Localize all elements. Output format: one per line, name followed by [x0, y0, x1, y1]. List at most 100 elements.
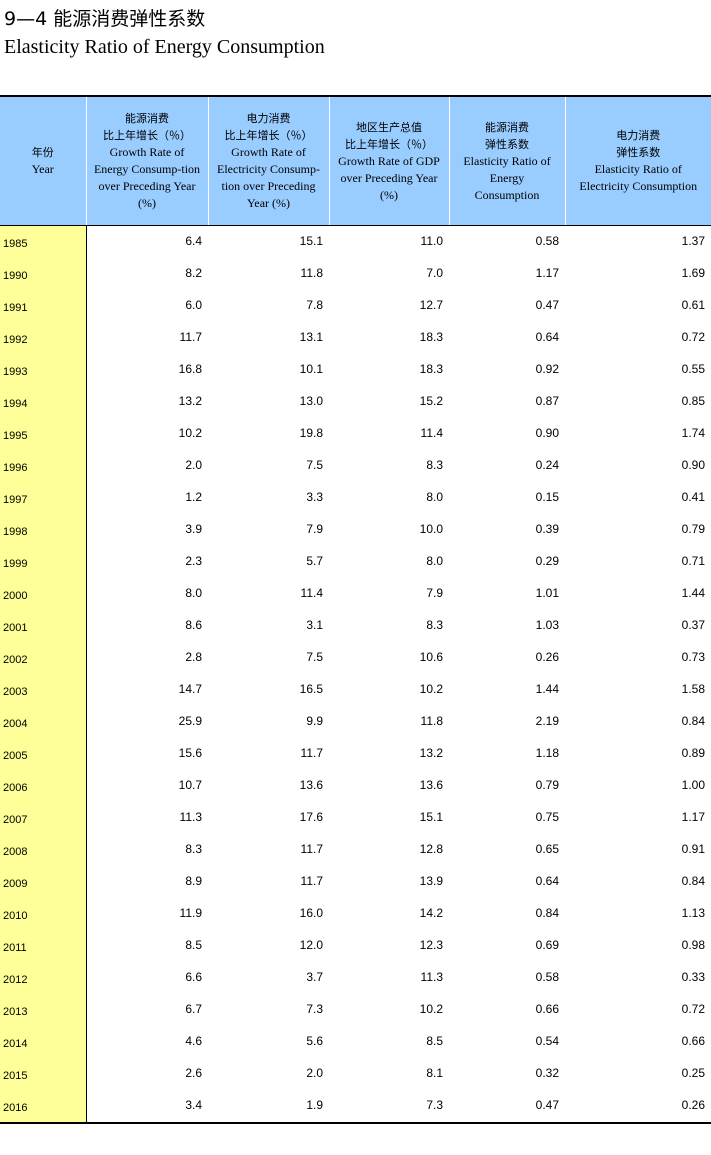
energy-elasticity-cell: 0.90 — [449, 418, 565, 450]
table-row: 1995 10.2 19.8 11.4 0.90 1.74 — [0, 418, 711, 450]
year-cell: 1996 — [0, 450, 87, 482]
column-header-energy-elasticity: 能源消费 弹性系数 Elasticity Ratio of Energy Consump… — [448, 96, 565, 226]
gdp-growth-cell: 15.1 — [329, 802, 449, 834]
cell-value: 0.75 — [535, 810, 559, 824]
gdp-growth-cell: 8.0 — [329, 482, 449, 514]
year-cell: 1993 — [0, 354, 87, 386]
cell-value: 1.44 — [681, 586, 705, 600]
cell-value: 7.3 — [306, 1002, 323, 1016]
cell-value: 11.7 — [300, 746, 323, 760]
electricity-elasticity-cell: 0.66 — [565, 1026, 711, 1058]
cell-value: 0.64 — [535, 874, 559, 888]
electricity-elasticity-cell: 0.98 — [565, 930, 711, 962]
cell-value: 8.0 — [426, 490, 443, 504]
cell-value: 16.8 — [178, 362, 202, 376]
cell-value: 1.13 — [681, 906, 705, 920]
energy-elasticity-cell: 0.65 — [449, 834, 565, 866]
cell-value: 11.0 — [420, 234, 443, 248]
cell-value: 1.17 — [681, 810, 705, 824]
cell-value: 0.26 — [681, 1098, 705, 1112]
electricity-growth-cell: 9.9 — [208, 706, 329, 738]
energy-growth-cell: 25.9 — [86, 706, 208, 738]
cell-value: 1.00 — [681, 778, 705, 792]
cell-value: 1.58 — [681, 682, 705, 696]
gdp-growth-cell: 15.2 — [329, 386, 449, 418]
electricity-growth-cell: 17.6 — [208, 802, 329, 834]
cell-value: 2000 — [3, 590, 28, 602]
cell-value: 18.3 — [419, 362, 443, 376]
cell-value: 0.41 — [681, 490, 705, 504]
column-header-cn-line: 弹性系数 — [616, 146, 661, 159]
year-cell: 1990 — [0, 258, 87, 290]
cell-value: 8.1 — [426, 1066, 443, 1080]
electricity-elasticity-cell: 0.61 — [565, 290, 711, 322]
energy-elasticity-cell: 0.75 — [449, 802, 565, 834]
cell-value: 1991 — [3, 302, 28, 314]
year-cell: 2008 — [0, 834, 87, 866]
table-row: 2010 11.9 16.0 14.2 0.84 1.13 — [0, 898, 711, 930]
gdp-growth-cell: 12.7 — [329, 290, 449, 322]
cell-value: 1996 — [3, 462, 28, 474]
cell-value: 1.9 — [306, 1098, 323, 1112]
cell-value: 7.3 — [426, 1098, 443, 1112]
cell-value: 0.79 — [535, 778, 559, 792]
table-row: 2016 3.4 1.9 7.3 0.47 0.26 — [0, 1090, 711, 1123]
electricity-elasticity-cell: 0.90 — [565, 450, 711, 482]
cell-value: 13.2 — [419, 746, 443, 760]
column-header-en-line: (%) — [380, 187, 398, 202]
energy-elasticity-cell: 0.47 — [449, 290, 565, 322]
cell-value: 0.15 — [535, 490, 559, 504]
cell-value: 8.6 — [185, 618, 202, 632]
cell-value: 0.65 — [535, 842, 559, 856]
cell-value: 6.0 — [185, 298, 202, 312]
cell-value: 0.84 — [681, 714, 705, 728]
cell-value: 1.03 — [535, 618, 559, 632]
year-cell: 2011 — [0, 930, 87, 962]
electricity-elasticity-cell: 0.26 — [565, 1090, 711, 1123]
cell-value: 1985 — [3, 238, 28, 250]
cell-value: 15.2 — [419, 394, 443, 408]
electricity-elasticity-cell: 1.58 — [565, 674, 711, 706]
cell-value: 0.79 — [681, 522, 705, 536]
cell-value: 10.6 — [419, 650, 443, 664]
cell-value: 0.87 — [535, 394, 559, 408]
energy-growth-cell: 11.3 — [86, 802, 208, 834]
electricity-growth-cell: 3.3 — [208, 482, 329, 514]
cell-value: 15.1 — [299, 234, 323, 248]
electricity-elasticity-cell: 0.71 — [565, 546, 711, 578]
table-row: 2011 8.5 12.0 12.3 0.69 0.98 — [0, 930, 711, 962]
energy-growth-cell: 13.2 — [86, 386, 208, 418]
cell-value: 3.1 — [306, 618, 323, 632]
electricity-growth-cell: 7.9 — [208, 514, 329, 546]
column-header-en-line: Elasticity Ratio of — [463, 153, 551, 168]
cell-value: 1997 — [3, 494, 28, 506]
energy-elasticity-cell: 0.64 — [449, 322, 565, 354]
energy-growth-cell: 8.2 — [86, 258, 208, 290]
energy-growth-cell: 6.4 — [86, 226, 208, 259]
cell-value: 2015 — [3, 1070, 28, 1082]
year-cell: 2001 — [0, 610, 87, 642]
gdp-growth-cell: 8.1 — [329, 1058, 449, 1090]
year-cell: 2009 — [0, 866, 87, 898]
energy-growth-cell: 2.3 — [86, 546, 208, 578]
electricity-elasticity-cell: 1.13 — [565, 898, 711, 930]
table-row: 1985 6.4 15.1 11.0 0.58 1.37 — [0, 225, 711, 259]
year-cell: 2006 — [0, 770, 87, 802]
cell-value: 8.9 — [185, 874, 202, 888]
cell-value: 0.73 — [681, 650, 705, 664]
table-row: 2001 8.6 3.1 8.3 1.03 0.37 — [0, 610, 711, 642]
gdp-growth-cell: 7.3 — [329, 1090, 449, 1123]
cell-value: 0.54 — [535, 1034, 559, 1048]
cell-value: 3.7 — [306, 970, 323, 984]
cell-value: 0.66 — [681, 1034, 705, 1048]
electricity-elasticity-cell: 0.84 — [565, 706, 711, 738]
gdp-growth-cell: 7.9 — [329, 578, 449, 610]
cell-value: 1994 — [3, 398, 28, 410]
energy-elasticity-cell: 0.66 — [449, 994, 565, 1026]
cell-value: 1.18 — [535, 746, 559, 760]
cell-value: 11.7 — [179, 330, 202, 344]
cell-value: 13.6 — [419, 778, 443, 792]
energy-elasticity-cell: 1.03 — [449, 610, 565, 642]
cell-value: 0.72 — [681, 1002, 705, 1016]
energy-growth-cell: 8.3 — [86, 834, 208, 866]
